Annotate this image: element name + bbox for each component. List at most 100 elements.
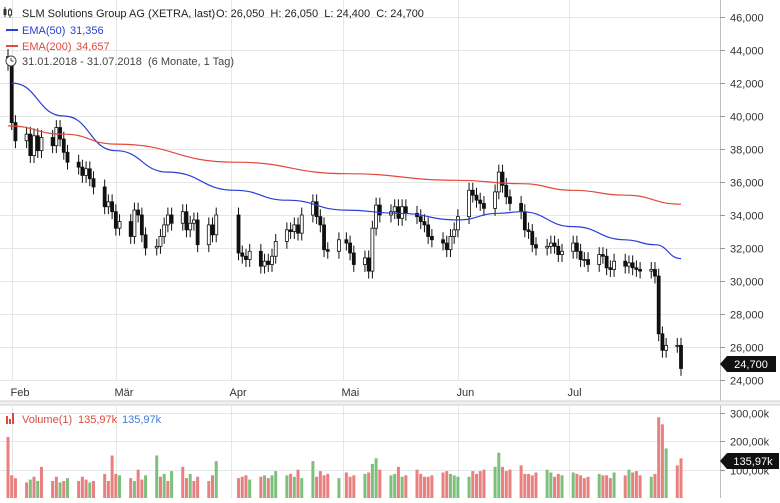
candle-body[interactable]	[258, 250, 263, 267]
candle-body[interactable]	[653, 269, 657, 277]
candle-body[interactable]	[314, 201, 319, 218]
volume-bar[interactable]	[634, 471, 638, 498]
volume-bar[interactable]	[103, 473, 107, 498]
candle-body[interactable]	[348, 242, 352, 254]
volume-bar[interactable]	[467, 476, 471, 498]
volume-bar[interactable]	[452, 475, 456, 498]
volume-bar[interactable]	[184, 478, 188, 498]
candle-body[interactable]	[180, 211, 185, 224]
volume-bar[interactable]	[497, 452, 501, 498]
candle-body[interactable]	[240, 252, 245, 257]
candle-body[interactable]	[545, 245, 550, 249]
volume-bar[interactable]	[471, 471, 475, 498]
volume-bar[interactable]	[140, 479, 144, 498]
volume-bar[interactable]	[132, 481, 136, 498]
volume-bar[interactable]	[25, 482, 29, 498]
candle-body[interactable]	[322, 224, 326, 251]
volume-bar[interactable]	[337, 478, 341, 498]
candle-body[interactable]	[422, 221, 427, 226]
volume-bar[interactable]	[51, 481, 55, 498]
volume-bar[interactable]	[207, 481, 211, 498]
volume-bar[interactable]	[155, 455, 159, 499]
volume-bar[interactable]	[80, 476, 84, 498]
candle-body[interactable]	[165, 214, 170, 226]
candle-body[interactable]	[504, 184, 509, 198]
volume-bar[interactable]	[404, 475, 408, 498]
volume-bar[interactable]	[627, 469, 631, 498]
volume-bar[interactable]	[571, 472, 575, 499]
volume-bar[interactable]	[653, 473, 657, 498]
candle-body[interactable]	[344, 239, 349, 244]
candle-body[interactable]	[247, 250, 252, 260]
volume-bar[interactable]	[519, 465, 523, 498]
candle-body[interactable]	[403, 206, 408, 214]
candle-body[interactable]	[206, 224, 211, 246]
candle-body[interactable]	[675, 344, 680, 347]
candle-body[interactable]	[284, 229, 289, 242]
volume-bar[interactable]	[367, 472, 371, 499]
candle-body[interactable]	[526, 229, 531, 232]
volume-bar[interactable]	[118, 475, 122, 498]
candle-body[interactable]	[623, 260, 628, 267]
candle-body[interactable]	[578, 250, 583, 260]
volume-bar[interactable]	[10, 475, 14, 498]
volume-bar[interactable]	[181, 466, 185, 498]
candle-body[interactable]	[318, 216, 323, 226]
candle-body[interactable]	[522, 211, 527, 231]
volume-bar[interactable]	[426, 476, 430, 498]
ema200-label[interactable]: EMA(200)	[22, 41, 72, 53]
volume-bar[interactable]	[88, 482, 92, 498]
candle-body[interactable]	[262, 260, 267, 267]
volume-bar[interactable]	[608, 478, 612, 498]
volume-bar[interactable]	[631, 472, 635, 499]
candle-body[interactable]	[664, 344, 669, 351]
volume-bar[interactable]	[214, 461, 218, 498]
volume-bar[interactable]	[166, 481, 170, 498]
candle-body[interactable]	[292, 224, 297, 232]
candle-body[interactable]	[634, 267, 639, 270]
candle-body[interactable]	[612, 260, 616, 270]
candle-body[interactable]	[266, 260, 271, 265]
candle-body[interactable]	[608, 267, 613, 270]
volume-bar[interactable]	[170, 471, 174, 498]
candle-body[interactable]	[418, 216, 423, 222]
volume-bar[interactable]	[6, 437, 10, 498]
volume-bar[interactable]	[527, 473, 531, 498]
candle-body[interactable]	[58, 127, 62, 140]
volume-bar[interactable]	[28, 479, 32, 498]
volume-bar[interactable]	[196, 476, 200, 498]
volume-bar[interactable]	[601, 475, 605, 498]
volume-bar[interactable]	[586, 476, 590, 498]
volume-bar[interactable]	[292, 476, 296, 498]
volume-bar[interactable]	[374, 458, 378, 498]
candle-body[interactable]	[374, 204, 379, 229]
candle-body[interactable]	[143, 234, 148, 249]
candle-body[interactable]	[270, 255, 274, 265]
candle-body[interactable]	[32, 135, 36, 157]
volume-bar[interactable]	[144, 475, 148, 498]
candle-body[interactable]	[24, 133, 29, 142]
candle-body[interactable]	[396, 206, 401, 219]
volume-bar[interactable]	[456, 476, 460, 498]
candle-body[interactable]	[679, 344, 683, 369]
candle-body[interactable]	[548, 242, 553, 247]
volume-bar[interactable]	[441, 472, 445, 499]
volume-bar[interactable]	[326, 473, 330, 498]
volume-bar[interactable]	[504, 471, 508, 498]
volume-bar[interactable]	[370, 464, 374, 498]
candle-body[interactable]	[363, 257, 367, 265]
candle-body[interactable]	[493, 191, 497, 209]
volume-bar[interactable]	[393, 473, 397, 498]
volume-bar[interactable]	[478, 471, 482, 498]
candle-body[interactable]	[470, 189, 475, 196]
candle-body[interactable]	[597, 254, 602, 265]
volume-bar[interactable]	[39, 466, 43, 498]
volume-bar[interactable]	[660, 424, 664, 498]
volume-bar[interactable]	[84, 479, 88, 498]
volume-bar[interactable]	[415, 469, 419, 498]
volume-bar[interactable]	[158, 476, 162, 498]
volume-bar[interactable]	[318, 471, 322, 498]
volume-bar[interactable]	[259, 476, 263, 498]
candle-body[interactable]	[482, 203, 486, 209]
candle-body[interactable]	[50, 137, 55, 147]
